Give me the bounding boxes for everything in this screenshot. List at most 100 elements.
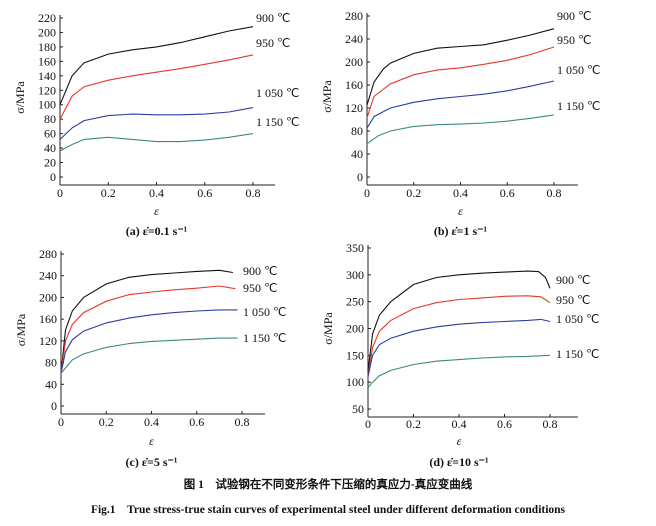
x-tick-label: 0.4	[149, 186, 164, 200]
y-tick-label: 200	[345, 55, 363, 69]
x-axis-label: ε	[457, 434, 462, 448]
y-tick-label: 350	[346, 241, 364, 255]
series-label: 950 ℃	[557, 33, 591, 47]
y-tick-label: 220	[38, 11, 56, 25]
y-tick-label: 180	[38, 40, 56, 54]
panel-caption: (a) ε̇=0.1 s⁻¹	[126, 224, 188, 238]
series-label: 900 ℃	[256, 11, 290, 25]
series-label: 1 150 ℃	[557, 99, 600, 113]
y-tick-label: 300	[346, 268, 364, 282]
caption-cn: 图 1 试验钢在不同变形条件下压缩的真应力-真应变曲线	[184, 477, 473, 491]
x-tick-label: 0.8	[246, 186, 261, 200]
y-tick-label: 40	[45, 377, 57, 391]
x-axis-label: ε	[154, 204, 159, 218]
y-tick-label: 120	[39, 334, 57, 348]
x-tick-label: 0.6	[189, 415, 204, 429]
y-tick-label: 0	[50, 170, 56, 184]
y-tick-label: 100	[38, 98, 56, 112]
x-tick-label: 0	[57, 186, 63, 200]
series-label: 1 050 ℃	[556, 312, 599, 326]
y-tick-label: 60	[44, 127, 56, 141]
x-tick-label: 0.2	[101, 186, 116, 200]
x-tick-label: 0.8	[543, 417, 558, 431]
series-line-900	[59, 26, 254, 105]
y-tick-label: 100	[346, 375, 364, 389]
series-line-900	[60, 269, 233, 374]
caption-en: Fig.1 True stress-true stain curves of e…	[91, 504, 566, 516]
y-tick-label: 240	[345, 32, 363, 46]
panel-caption: (c) ε̇=5 s⁻¹	[126, 455, 178, 469]
y-tick-label: 200	[38, 25, 56, 39]
x-tick-label: 0	[58, 415, 64, 429]
y-tick-label: 80	[44, 112, 56, 126]
y-axis-label: σ/MPa	[321, 312, 335, 345]
series-label: 1 050 ℃	[557, 63, 600, 77]
x-tick-label: 0	[364, 186, 370, 200]
y-tick-label: 160	[38, 54, 56, 68]
series-line-950	[59, 54, 254, 120]
x-tick-label: 0.2	[99, 415, 114, 429]
series-label: 1 050 ℃	[256, 86, 299, 100]
y-tick-label: 20	[44, 156, 56, 170]
series-label: 1 150 ℃	[256, 115, 299, 129]
y-tick-label: 140	[38, 69, 56, 83]
y-tick-label: 160	[39, 312, 57, 326]
series-label: 1 050 ℃	[243, 305, 286, 319]
x-tick-label: 0.8	[547, 186, 562, 200]
y-tick-label: 40	[44, 141, 56, 155]
y-tick-label: 80	[351, 124, 363, 138]
series-line-1050	[366, 80, 555, 129]
series-line-950	[60, 285, 236, 374]
series-label: 950 ℃	[243, 281, 277, 295]
series-line-900	[366, 28, 555, 106]
y-tick-label: 280	[39, 247, 57, 261]
x-tick-label: 0.4	[144, 415, 159, 429]
y-tick-label: 50	[352, 402, 364, 416]
series-line-900	[367, 270, 551, 372]
series-label: 950 ℃	[256, 36, 290, 50]
y-tick-label: 240	[39, 269, 57, 283]
y-tick-label: 150	[346, 348, 364, 362]
series-line-950	[366, 46, 555, 118]
y-tick-label: 280	[345, 9, 363, 23]
series-line-1050	[59, 107, 254, 140]
x-tick-label: 0.2	[406, 417, 421, 431]
series-line-1150	[367, 354, 551, 388]
series-line-1050	[60, 309, 238, 374]
y-axis-label: σ/MPa	[14, 313, 28, 346]
y-tick-label: 80	[45, 356, 57, 370]
panel-b: 0 40 80 120 160 200 240 280 0 0.2 0.4 0.6 0.8 ε σ/MPa (…	[320, 9, 600, 238]
y-tick-label: 200	[39, 290, 57, 304]
y-tick-label: 120	[345, 101, 363, 115]
panel-c: 0 40 80 120 160 200 240 280 0 0.2 0.4 0.6 0.8 ε σ/MPa (…	[14, 247, 286, 469]
y-tick-label: 160	[345, 78, 363, 92]
panel-caption: (b) ε̇=1 s⁻¹	[434, 224, 488, 238]
x-axis-label: ε	[149, 434, 154, 448]
y-tick-label: 40	[351, 147, 363, 161]
x-tick-label: 0.8	[235, 415, 250, 429]
x-tick-label: 0.6	[497, 417, 512, 431]
x-tick-label: 0.4	[453, 186, 468, 200]
series-label: 900 ℃	[556, 273, 590, 287]
series-label: 900 ℃	[557, 9, 591, 23]
panel-caption: (d) ε̇=10 s⁻¹	[429, 455, 489, 469]
series-line-1150	[60, 337, 238, 374]
y-tick-label: 0	[357, 170, 363, 184]
y-axis-label: σ/MPa	[13, 81, 27, 114]
y-axis-label: σ/MPa	[320, 80, 334, 113]
y-tick-label: 0	[51, 399, 57, 413]
x-tick-label: 0.4	[452, 417, 467, 431]
x-axis-label: ε	[458, 204, 463, 218]
y-tick-label: 250	[346, 295, 364, 309]
y-tick-label: 120	[38, 83, 56, 97]
x-tick-label: 0.6	[197, 186, 212, 200]
panel-d: 50 100 150 200 250 300 350 0 0.2 0.4 0.6 0.8 ε σ/MPa (…	[321, 241, 599, 469]
series-line-1150	[366, 114, 555, 145]
series-line-950	[367, 295, 551, 377]
series-label: 1 150 ℃	[556, 347, 599, 361]
x-tick-label: 0	[365, 417, 371, 431]
series-line-1150	[59, 133, 254, 152]
